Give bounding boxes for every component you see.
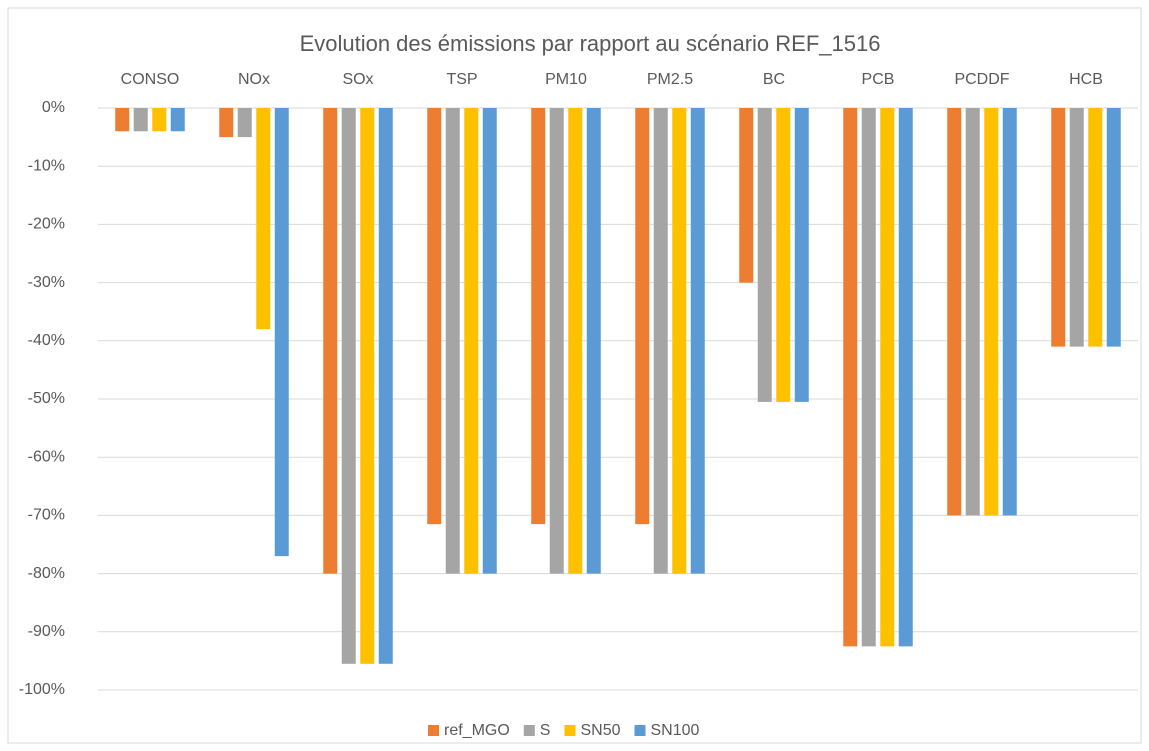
legend-swatch [428, 725, 439, 736]
y-tick-label: -100% [19, 681, 65, 698]
y-tick-label: 0% [42, 99, 65, 116]
x-tick-label: BC [763, 71, 785, 88]
bar [739, 108, 754, 283]
x-tick-label: SOx [342, 71, 373, 88]
bar [115, 108, 130, 132]
bar [965, 108, 980, 516]
legend-label: SN100 [651, 722, 700, 739]
y-tick-label: -80% [28, 565, 65, 582]
y-tick-label: -30% [28, 274, 65, 291]
x-tick-label: TSP [446, 71, 477, 88]
bar [880, 108, 895, 647]
bar [1051, 108, 1066, 347]
bar [794, 108, 809, 402]
bar [152, 108, 167, 132]
bar [1106, 108, 1121, 347]
bar [861, 108, 876, 647]
y-tick-label: -90% [28, 623, 65, 640]
bar [947, 108, 962, 516]
bar [237, 108, 252, 138]
legend-label: SN50 [580, 722, 620, 739]
bar [360, 108, 375, 664]
x-tick-label: NOx [238, 71, 270, 88]
y-tick-label: -10% [28, 157, 65, 174]
bar [672, 108, 687, 574]
bar [635, 108, 650, 525]
legend-label: ref_MGO [444, 722, 510, 739]
bar [482, 108, 497, 574]
legend-swatch [523, 725, 535, 736]
legend-swatch [634, 725, 646, 736]
bar [274, 108, 289, 557]
bar [984, 108, 999, 516]
bar [464, 108, 479, 574]
legend-swatch [564, 725, 576, 736]
bar [427, 108, 442, 525]
bar [133, 108, 148, 132]
bar [445, 108, 460, 574]
bar [219, 108, 234, 138]
bar [898, 108, 913, 647]
chart-title: Evolution des émissions par rapport au s… [300, 31, 881, 56]
bar [568, 108, 583, 574]
bar [256, 108, 271, 330]
bar [549, 108, 564, 574]
x-tick-label: CONSO [121, 71, 180, 88]
bar [531, 108, 546, 525]
bar [776, 108, 791, 402]
legend-label: S [540, 722, 551, 739]
x-tick-label: PCB [862, 71, 895, 88]
bar [341, 108, 356, 664]
bar [653, 108, 668, 574]
bar [690, 108, 705, 574]
y-tick-label: -60% [28, 448, 65, 465]
x-tick-label: HCB [1069, 71, 1103, 88]
bar [378, 108, 393, 664]
x-tick-label: PCDDF [954, 71, 1009, 88]
x-tick-label: PM2.5 [647, 71, 693, 88]
bar [843, 108, 858, 647]
bar [586, 108, 601, 574]
y-tick-label: -20% [28, 216, 65, 233]
bar [170, 108, 185, 132]
bar [1002, 108, 1017, 516]
bar [1069, 108, 1084, 347]
y-tick-label: -50% [28, 390, 65, 407]
y-tick-label: -70% [28, 507, 65, 524]
bar [1088, 108, 1103, 347]
bar [757, 108, 772, 402]
bar [323, 108, 338, 574]
y-tick-label: -40% [28, 332, 65, 349]
x-tick-label: PM10 [545, 71, 587, 88]
